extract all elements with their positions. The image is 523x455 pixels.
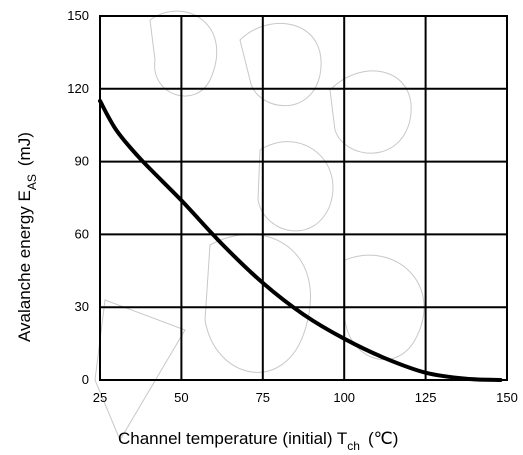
y-tick-label: 150 (67, 8, 89, 23)
watermark (94, 10, 425, 442)
plot-frame (99, 15, 508, 381)
x-tick-label: 75 (256, 390, 270, 405)
x-tick-labels: 25 50 75 100 125 150 (93, 390, 518, 405)
y-tick-label: 30 (75, 299, 89, 314)
x-axis-label: Channel temperature (initial) Tch (℃) (118, 429, 398, 453)
y-tick-label: 60 (75, 226, 89, 241)
y-tick-label: 90 (75, 154, 89, 169)
grid-lines (100, 16, 507, 380)
y-tick-label: 0 (82, 372, 89, 387)
y-tick-label: 120 (67, 81, 89, 96)
x-tick-label: 50 (174, 390, 188, 405)
x-tick-label: 125 (415, 390, 437, 405)
series-line (98, 98, 503, 382)
y-axis-label: Avalanche energy EAS(mJ) (15, 132, 39, 342)
x-tick-label: 25 (93, 390, 107, 405)
y-tick-labels: 0 30 60 90 120 150 (67, 8, 89, 387)
x-tick-label: 150 (496, 390, 518, 405)
x-tick-label: 100 (333, 390, 355, 405)
